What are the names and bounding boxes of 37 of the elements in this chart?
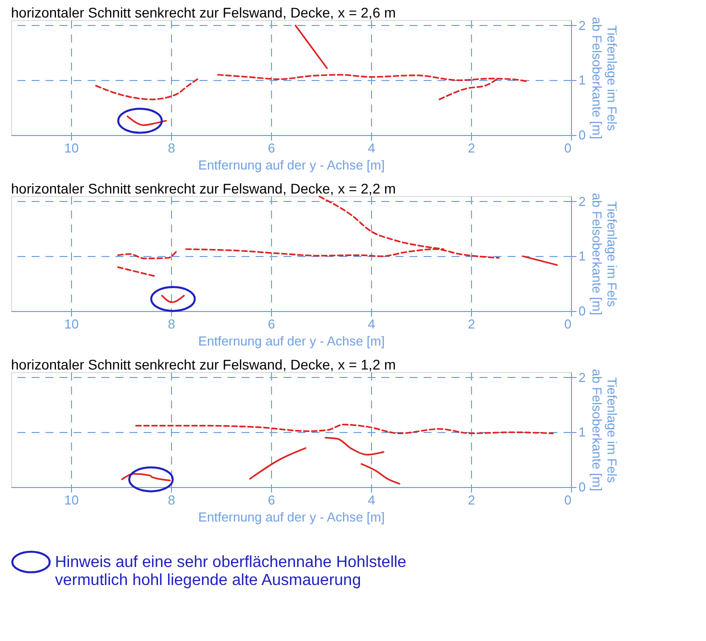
y-tick-label: 1 <box>578 248 586 264</box>
x-tick-label: 8 <box>168 140 176 156</box>
x-tick-label: 8 <box>168 492 176 508</box>
x-tick-label: 0 <box>564 492 572 508</box>
x-tick-label: 4 <box>368 140 376 156</box>
x-axis-title: Entfernung auf der y - Achse [m] <box>198 158 385 172</box>
x-tick-label: 0 <box>564 316 572 332</box>
x-tick-label: 8 <box>168 316 176 332</box>
y-tick-label: 2 <box>578 194 586 209</box>
y-tick-label: 2 <box>578 18 586 33</box>
x-tick-label: 6 <box>268 316 276 332</box>
y-tick-label: 0 <box>578 128 586 142</box>
y-axis-title: Tiefenlage im Fels ab Felsoberkante [m] <box>590 192 620 316</box>
y-tick-label: 1 <box>578 72 586 88</box>
x-tick-label: 0 <box>564 140 572 156</box>
y-tick-label: 1 <box>578 424 586 440</box>
chart-title: horizontaler Schnitt senkrecht zur Felswand, Decke, x = 2,6 m <box>11 4 396 20</box>
x-tick-label: 6 <box>268 140 276 156</box>
y-tick-label: 0 <box>578 480 586 494</box>
x-tick-label: 2 <box>468 492 476 508</box>
x-axis-title: Entfernung auf der y - Achse [m] <box>198 510 385 524</box>
x-tick-label: 2 <box>468 316 476 332</box>
x-tick-label: 4 <box>368 316 376 332</box>
chart-title: horizontaler Schnitt senkrecht zur Felswand, Decke, x = 1,2 m <box>11 356 396 372</box>
x-tick-label: 4 <box>368 492 376 508</box>
x-tick-label: 10 <box>64 316 79 332</box>
x-axis-title: Entfernung auf der y - Achse [m] <box>198 334 385 348</box>
y-axis-title: Tiefenlage im Fels ab Felsoberkante [m] <box>590 368 620 492</box>
chart-title: horizontaler Schnitt senkrecht zur Felswand, Decke, x = 2,2 m <box>11 180 396 196</box>
y-tick-label: 2 <box>578 370 586 385</box>
y-axis-title: Tiefenlage im Fels ab Felsoberkante [m] <box>590 16 620 140</box>
x-tick-label: 2 <box>468 140 476 156</box>
legend-label: Hinweis auf eine sehr oberflächennahe Hohlstelle vermutlich hohl liegende alte Ausmauerung <box>55 554 406 589</box>
y-tick-label: 0 <box>578 304 586 318</box>
x-tick-label: 10 <box>64 492 79 508</box>
x-tick-label: 6 <box>268 492 276 508</box>
x-tick-label: 10 <box>64 140 79 156</box>
